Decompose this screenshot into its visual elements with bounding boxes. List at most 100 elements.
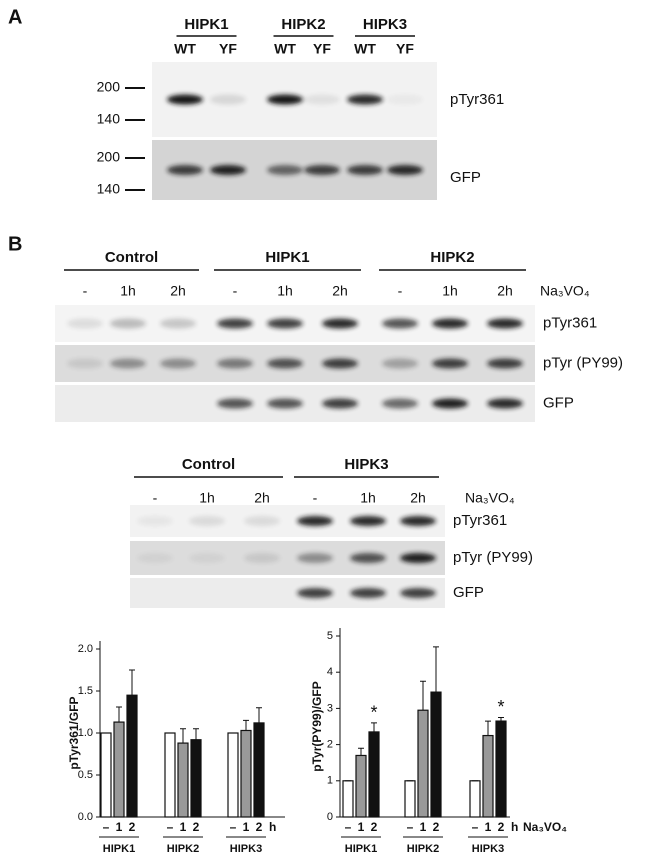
bar	[342, 780, 354, 818]
x-sub-label: –	[407, 820, 414, 834]
y-tick-label: 1.5	[78, 685, 93, 697]
band	[387, 165, 423, 175]
x-tick-label: HIPK2	[167, 843, 199, 855]
y-tick-label: 3	[327, 702, 333, 714]
x-sub-label: –	[345, 820, 352, 834]
error-bar	[116, 706, 122, 723]
band	[350, 588, 386, 598]
band	[189, 553, 225, 563]
bar	[482, 734, 494, 818]
marker-label: 140	[97, 111, 121, 127]
band	[67, 358, 103, 369]
y-tick-label: 4	[327, 666, 333, 678]
marker-label: 200	[97, 149, 121, 165]
lane-label: 1h	[442, 283, 458, 299]
y-tick-label: 0.5	[78, 769, 93, 781]
band	[267, 94, 303, 105]
band	[110, 358, 146, 369]
error-bar	[129, 669, 135, 696]
panel-label: A	[8, 6, 22, 28]
group-label: HIPK1	[265, 249, 309, 266]
band	[160, 358, 196, 369]
x-sub-label: 2	[193, 820, 200, 834]
blot-label: pTyr361	[453, 512, 507, 529]
band	[432, 398, 468, 409]
lane-label: 1h	[360, 490, 376, 506]
bar	[126, 694, 138, 818]
error-bar	[180, 728, 186, 744]
group-label: HIPK2	[281, 16, 325, 33]
lane-label: 1h	[199, 490, 215, 506]
treatment-label: Na₃VO₄	[523, 820, 567, 834]
lane-label: 2h	[254, 490, 270, 506]
bar	[430, 691, 442, 818]
band	[432, 358, 468, 369]
significance: *	[497, 697, 504, 717]
lane-label: WT	[354, 41, 376, 57]
x-sub-label: 2	[371, 820, 378, 834]
bar	[190, 739, 202, 818]
band	[487, 398, 523, 409]
x-tick-label: HIPK2	[407, 843, 439, 855]
lane-label: 2h	[410, 490, 426, 506]
blot	[130, 505, 445, 537]
lane-label: WT	[274, 41, 296, 57]
band	[160, 318, 196, 329]
error-bar	[485, 720, 491, 736]
band	[322, 358, 358, 369]
significance: *	[370, 703, 377, 723]
band	[400, 588, 436, 598]
band	[487, 358, 523, 369]
x-sub-label: 1	[243, 820, 250, 834]
bar	[404, 780, 416, 818]
lane-label: 2h	[170, 283, 186, 299]
bar	[469, 780, 481, 818]
blot-label: pTyr (PY99)	[453, 549, 533, 566]
x-tick-label: HIPK1	[345, 843, 377, 855]
blot-label: GFP	[450, 169, 481, 186]
error-bar	[420, 680, 426, 711]
blot-label: pTyr (PY99)	[543, 354, 623, 371]
y-tick-label: 0.0	[78, 811, 93, 823]
x-sub-label: 1	[116, 820, 123, 834]
lane-label: WT	[174, 41, 196, 57]
bar	[164, 732, 176, 818]
band	[400, 516, 436, 526]
group-label: Control	[105, 249, 158, 266]
blot-label: pTyr361	[450, 91, 504, 108]
band	[297, 516, 333, 526]
x-sub-label: 2	[433, 820, 440, 834]
band	[350, 516, 386, 526]
lane-label: -	[313, 490, 318, 506]
error-bar	[243, 719, 249, 731]
lane-label: YF	[396, 41, 414, 57]
band	[382, 398, 418, 409]
bar	[253, 722, 265, 818]
band	[217, 398, 253, 409]
treatment-label: Na₃VO₄	[465, 490, 515, 506]
bar	[355, 754, 367, 818]
band	[267, 398, 303, 409]
band	[217, 358, 253, 369]
lane-label: 1h	[120, 283, 136, 299]
treatment-label: Na₃VO₄	[540, 283, 590, 299]
x-sub-label: 2	[256, 820, 263, 834]
x-sub-label: 1	[180, 820, 187, 834]
band	[167, 94, 203, 105]
x-tick-label: HIPK3	[230, 843, 262, 855]
band	[322, 318, 358, 329]
x-sub-label: –	[103, 820, 110, 834]
band	[267, 358, 303, 369]
group-label: Control	[182, 456, 235, 473]
x-sub-label: 2	[129, 820, 136, 834]
band	[267, 318, 303, 329]
group-label: HIPK2	[430, 249, 474, 266]
blot-label: GFP	[453, 584, 484, 601]
band	[110, 318, 146, 329]
error-bar	[358, 747, 364, 756]
marker-label: 140	[97, 181, 121, 197]
marker-label: 200	[97, 79, 121, 95]
band	[304, 94, 340, 105]
x-sub-label: 1	[420, 820, 427, 834]
